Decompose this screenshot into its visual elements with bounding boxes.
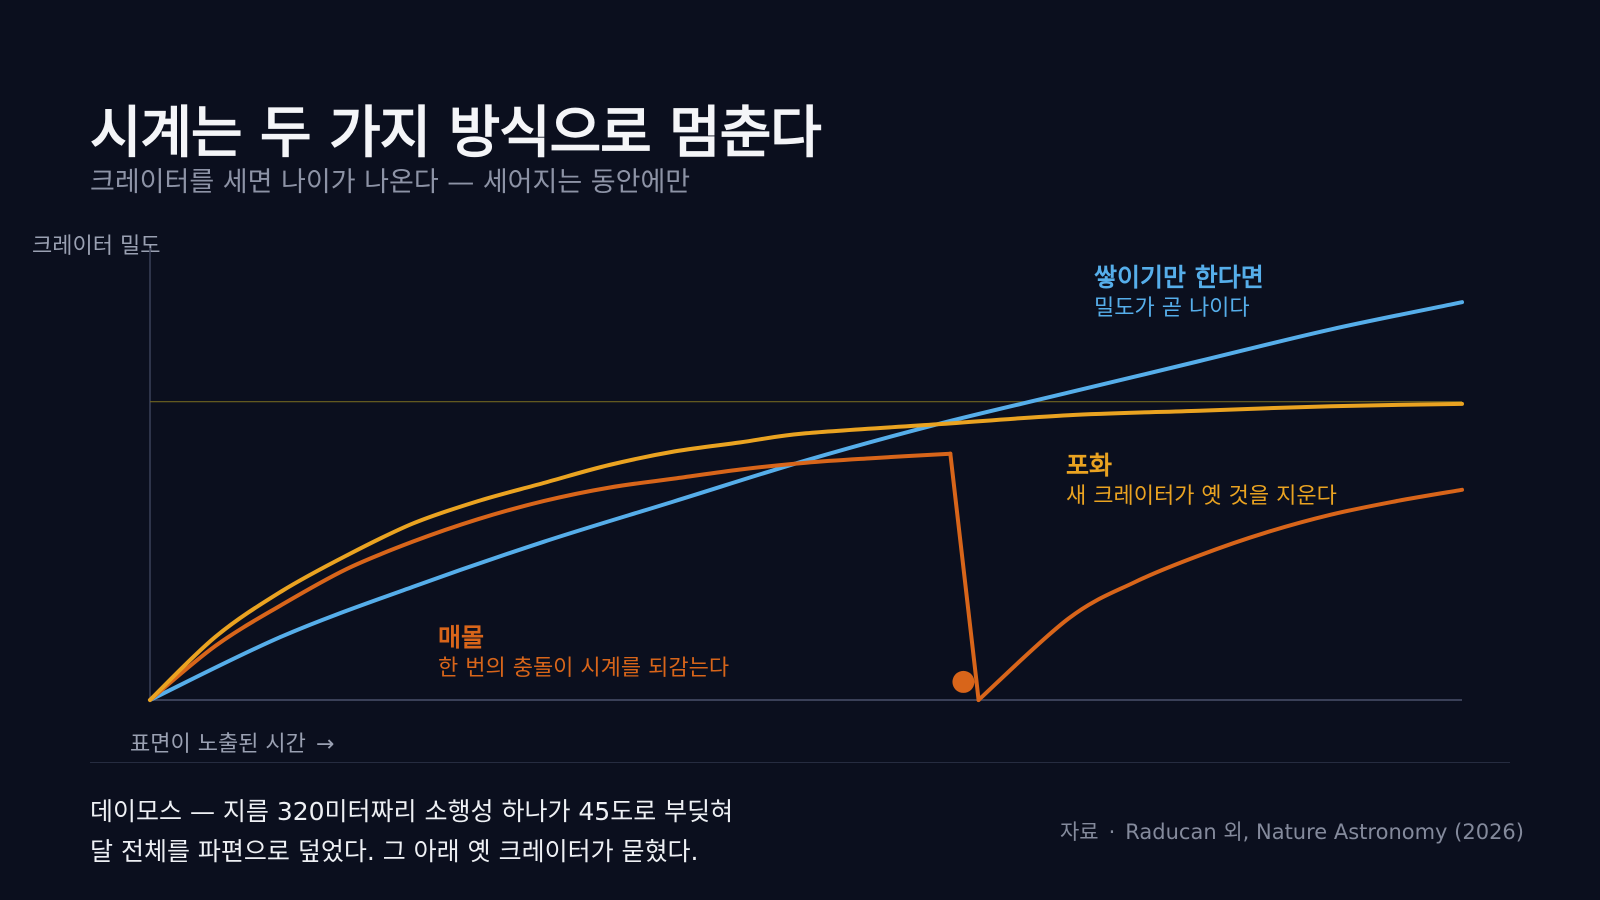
series-line-saturation — [148, 401, 1464, 702]
annotation-burial: 매몰 한 번의 충돌이 시계를 되감는다 — [438, 622, 729, 684]
caption-line-1: 데이모스 — 지름 320미터짜리 소행성 하나가 45도로 부딪혀 — [90, 797, 734, 826]
annotation-accumulate-title: 쌓이기만 한다면 — [1094, 263, 1264, 292]
annotation-saturation: 포화 새 크레이터가 옛 것을 지운다 — [1066, 450, 1337, 512]
x-axis-label: 표면이 노출된 시간 → — [130, 726, 334, 758]
caption-line-2: 달 전체를 파편으로 덮었다. 그 아래 옛 크레이터가 묻혔다. — [90, 837, 699, 866]
series-line-accumulate — [148, 300, 1464, 702]
series-line-burial-before — [148, 451, 953, 702]
source-credit: 자료 · Raducan 외, Nature Astronomy (2026) — [1060, 816, 1524, 846]
footer-divider — [90, 762, 1510, 763]
source-text: Raducan 외, Nature Astronomy (2026) — [1125, 820, 1524, 844]
x-axis-label-text: 표면이 노출된 시간 — [130, 732, 306, 757]
series-line-burial-reset — [974, 679, 981, 702]
chart-title: 시계는 두 가지 방식으로 멈춘다 — [90, 101, 822, 166]
separator-dot: · — [1108, 820, 1116, 844]
series-line-burial-after — [976, 487, 1464, 702]
annotation-burial-text: 한 번의 충돌이 시계를 되감는다 — [438, 656, 730, 681]
annotation-accumulate: 쌓이기만 한다면 밀도가 곧 나이다 — [1094, 262, 1264, 324]
y-axis-label: 크레이터 밀도 — [32, 234, 161, 259]
series-line-burial-drop — [948, 451, 979, 684]
annotation-saturation-text: 새 크레이터가 옛 것을 지운다 — [1066, 484, 1337, 509]
annotation-burial-title: 매몰 — [438, 623, 485, 652]
chart-subtitle: 크레이터를 세면 나이가 나온다 — 세어지는 동안에만 — [90, 167, 691, 198]
arrow-right-icon: → — [315, 732, 335, 757]
annotation-accumulate-text: 밀도가 곧 나이다 — [1094, 296, 1250, 321]
annotation-saturation-title: 포화 — [1066, 451, 1113, 480]
reset-point-marker — [952, 670, 975, 693]
caption: 데이모스 — 지름 320미터짜리 소행성 하나가 45도로 부딪혀 달 전체를… — [90, 792, 733, 872]
source-label: 자료 — [1059, 820, 1099, 844]
